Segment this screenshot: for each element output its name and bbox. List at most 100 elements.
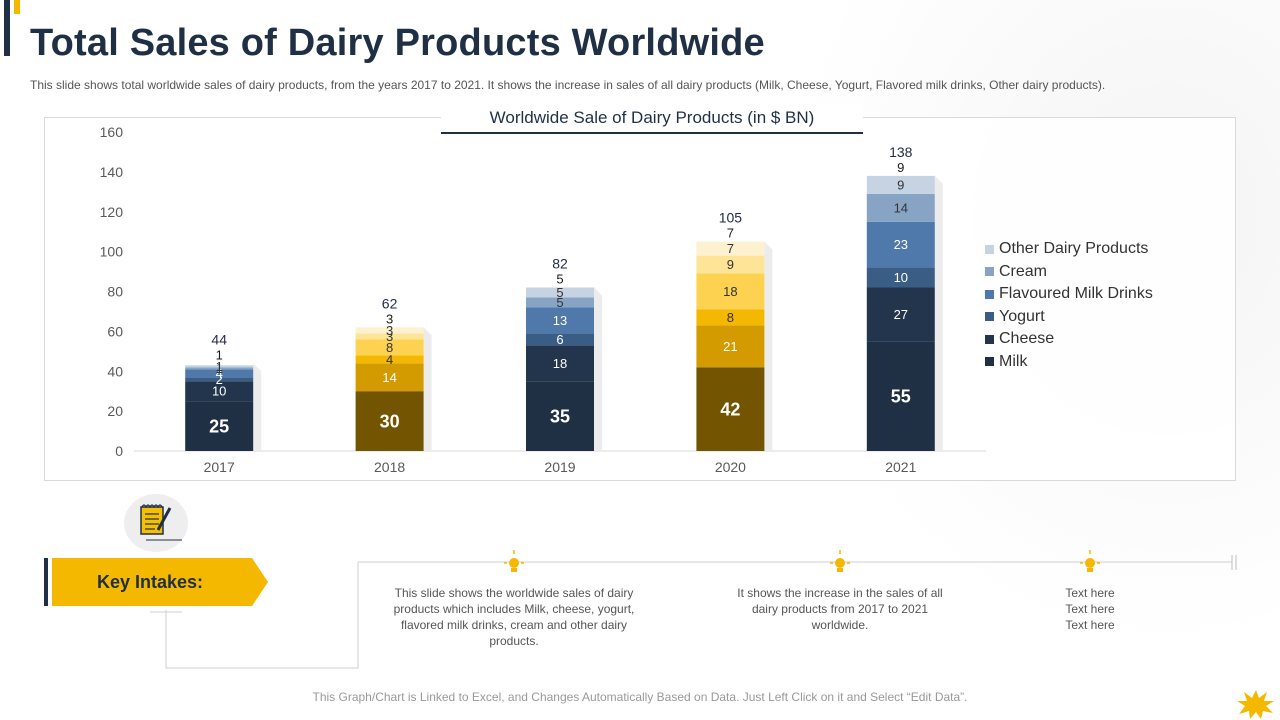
data-label: 4 xyxy=(386,352,393,367)
legend-swatch xyxy=(985,289,994,299)
data-label: 21 xyxy=(723,339,737,354)
bar-shadow xyxy=(764,241,773,451)
bulb-icon xyxy=(830,550,850,572)
bar-segment xyxy=(185,365,254,368)
legend-swatch xyxy=(985,357,994,367)
legend-item-other-dairy-products: Other Dairy Products xyxy=(985,238,1153,261)
total-label: 44 xyxy=(211,331,227,347)
bar-segment xyxy=(866,287,935,342)
x-tick-label: 2021 xyxy=(885,459,916,475)
bar-segment xyxy=(696,309,765,326)
x-tick-label: 2019 xyxy=(544,459,575,475)
chart-title: Worldwide Sale of Dairy Products (in $ B… xyxy=(441,104,863,134)
bar-segment xyxy=(355,363,424,392)
timeline-connector xyxy=(165,562,359,669)
y-tick-label: 40 xyxy=(107,363,123,379)
x-tick-label: 2020 xyxy=(715,459,746,475)
key-intake-note-3: Text here Text here Text here xyxy=(1065,586,1115,632)
data-label: 2 xyxy=(216,372,223,387)
x-tick-label: 2018 xyxy=(374,459,405,475)
data-label-top: 3 xyxy=(386,311,393,326)
bar-segment xyxy=(696,255,765,274)
legend-label: Cream xyxy=(999,262,1048,280)
data-label: 3 xyxy=(386,329,393,344)
bar-shadow xyxy=(253,363,262,451)
legend-swatch xyxy=(985,312,994,322)
data-label-top: 1 xyxy=(216,347,223,362)
bulb-icon xyxy=(504,550,524,572)
legend-swatch xyxy=(985,334,994,344)
total-label: 138 xyxy=(889,144,913,160)
y-tick-label: 20 xyxy=(107,403,123,419)
bar-segment xyxy=(866,267,935,288)
legend-item-milk: Milk xyxy=(985,351,1153,374)
splash-decoration-icon xyxy=(1237,690,1274,719)
total-label: 62 xyxy=(382,295,398,311)
data-label: 55 xyxy=(891,386,911,406)
data-label: 35 xyxy=(550,406,570,426)
y-tick-label: 80 xyxy=(107,284,123,300)
bar-segment xyxy=(185,401,254,451)
data-label: 5 xyxy=(556,285,563,300)
key-intakes-banner xyxy=(44,558,268,606)
legend-item-cheese: Cheese xyxy=(985,328,1153,351)
total-label: 82 xyxy=(552,256,568,272)
page-subtitle: This slide shows total worldwide sales o… xyxy=(30,78,1106,92)
y-tick-label: 160 xyxy=(100,124,124,140)
data-label-top: 9 xyxy=(897,160,904,175)
data-label: 10 xyxy=(212,384,226,399)
bar-segment xyxy=(185,381,254,402)
total-label: 105 xyxy=(719,210,743,226)
legend-label: Cheese xyxy=(999,330,1055,348)
y-tick-label: 0 xyxy=(115,443,123,459)
bar-segment xyxy=(526,307,594,334)
data-label: 30 xyxy=(380,411,400,431)
data-label: 18 xyxy=(723,284,737,299)
x-tick-label: 2017 xyxy=(204,459,235,475)
y-tick-label: 60 xyxy=(107,323,123,339)
data-label-top: 5 xyxy=(556,272,563,287)
legend-label: Other Dairy Products xyxy=(999,240,1149,258)
bar-shadow xyxy=(423,327,432,451)
y-tick-label: 120 xyxy=(100,204,124,220)
bar-shadow xyxy=(934,175,943,452)
bar-segment xyxy=(355,355,424,364)
bar-segment xyxy=(526,287,594,298)
legend-label: Flavoured Milk Drinks xyxy=(999,285,1153,303)
data-label: 5 xyxy=(556,295,563,310)
bar-segment xyxy=(696,241,765,256)
data-label: 7 xyxy=(727,241,734,256)
bar-segment xyxy=(185,377,254,382)
notepad-icon xyxy=(124,494,188,552)
data-label: 8 xyxy=(727,310,734,325)
key-intake-note-2: It shows the increase in the sales of al… xyxy=(737,586,943,632)
data-label: 14 xyxy=(894,200,908,215)
bar-segment xyxy=(355,333,424,340)
data-label: 42 xyxy=(720,399,740,419)
legend-label: Yogurt xyxy=(999,307,1045,325)
bar-shadow xyxy=(594,287,602,451)
y-tick-label: 140 xyxy=(100,164,124,180)
bar-segment xyxy=(526,297,594,308)
data-label: 18 xyxy=(553,356,567,371)
data-label: 6 xyxy=(556,332,563,347)
data-label: 23 xyxy=(894,237,908,252)
accent-bar-gold xyxy=(14,0,20,14)
bar-segment xyxy=(866,193,935,222)
bar-segment xyxy=(526,345,594,382)
legend-label: Milk xyxy=(999,352,1028,370)
bar-segment xyxy=(355,339,424,356)
data-label: 27 xyxy=(894,307,908,322)
bar-segment xyxy=(866,341,935,451)
bar-segment xyxy=(185,367,254,370)
key-intake-note-1: This slide shows the worldwide sales of … xyxy=(393,586,635,648)
data-label: 4 xyxy=(216,366,223,381)
data-label: 1 xyxy=(216,359,223,374)
data-label: 3 xyxy=(386,323,393,338)
bar-segment xyxy=(696,325,765,368)
bulb-icon xyxy=(1080,550,1100,572)
bar-segment xyxy=(866,221,935,268)
bar-segment xyxy=(526,333,594,346)
bar-segment xyxy=(355,391,424,451)
